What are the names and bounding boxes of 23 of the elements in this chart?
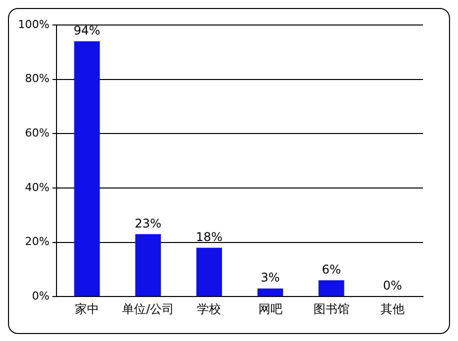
- bar: [318, 280, 344, 296]
- bar: [135, 234, 161, 296]
- data-label: 23%: [134, 216, 162, 230]
- y-tick-label: 0%: [32, 289, 50, 302]
- x-tick-label: 家中: [74, 302, 99, 316]
- bar: [257, 288, 284, 296]
- bar: [196, 248, 222, 296]
- x-tick-label: 学校: [197, 302, 222, 316]
- data-label: 0%: [382, 278, 402, 293]
- x-tick-label: 单位/公司: [122, 302, 174, 316]
- x-tick-label: 网吧: [258, 302, 282, 316]
- data-label: 94%: [74, 23, 100, 38]
- x-tick-label: 图书馆: [313, 302, 350, 316]
- y-tick-label: 80%: [24, 72, 50, 86]
- bar: [74, 41, 100, 296]
- data-label: 18%: [196, 230, 223, 244]
- data-label: 6%: [322, 262, 341, 276]
- data-label: 3%: [260, 270, 280, 285]
- x-tick-label: 其他: [380, 302, 404, 316]
- y-tick-label: 40%: [24, 180, 50, 194]
- y-tick-label: 60%: [24, 126, 50, 140]
- y-tick-label: 20%: [24, 235, 50, 248]
- y-tick-label: 100%: [18, 18, 50, 31]
